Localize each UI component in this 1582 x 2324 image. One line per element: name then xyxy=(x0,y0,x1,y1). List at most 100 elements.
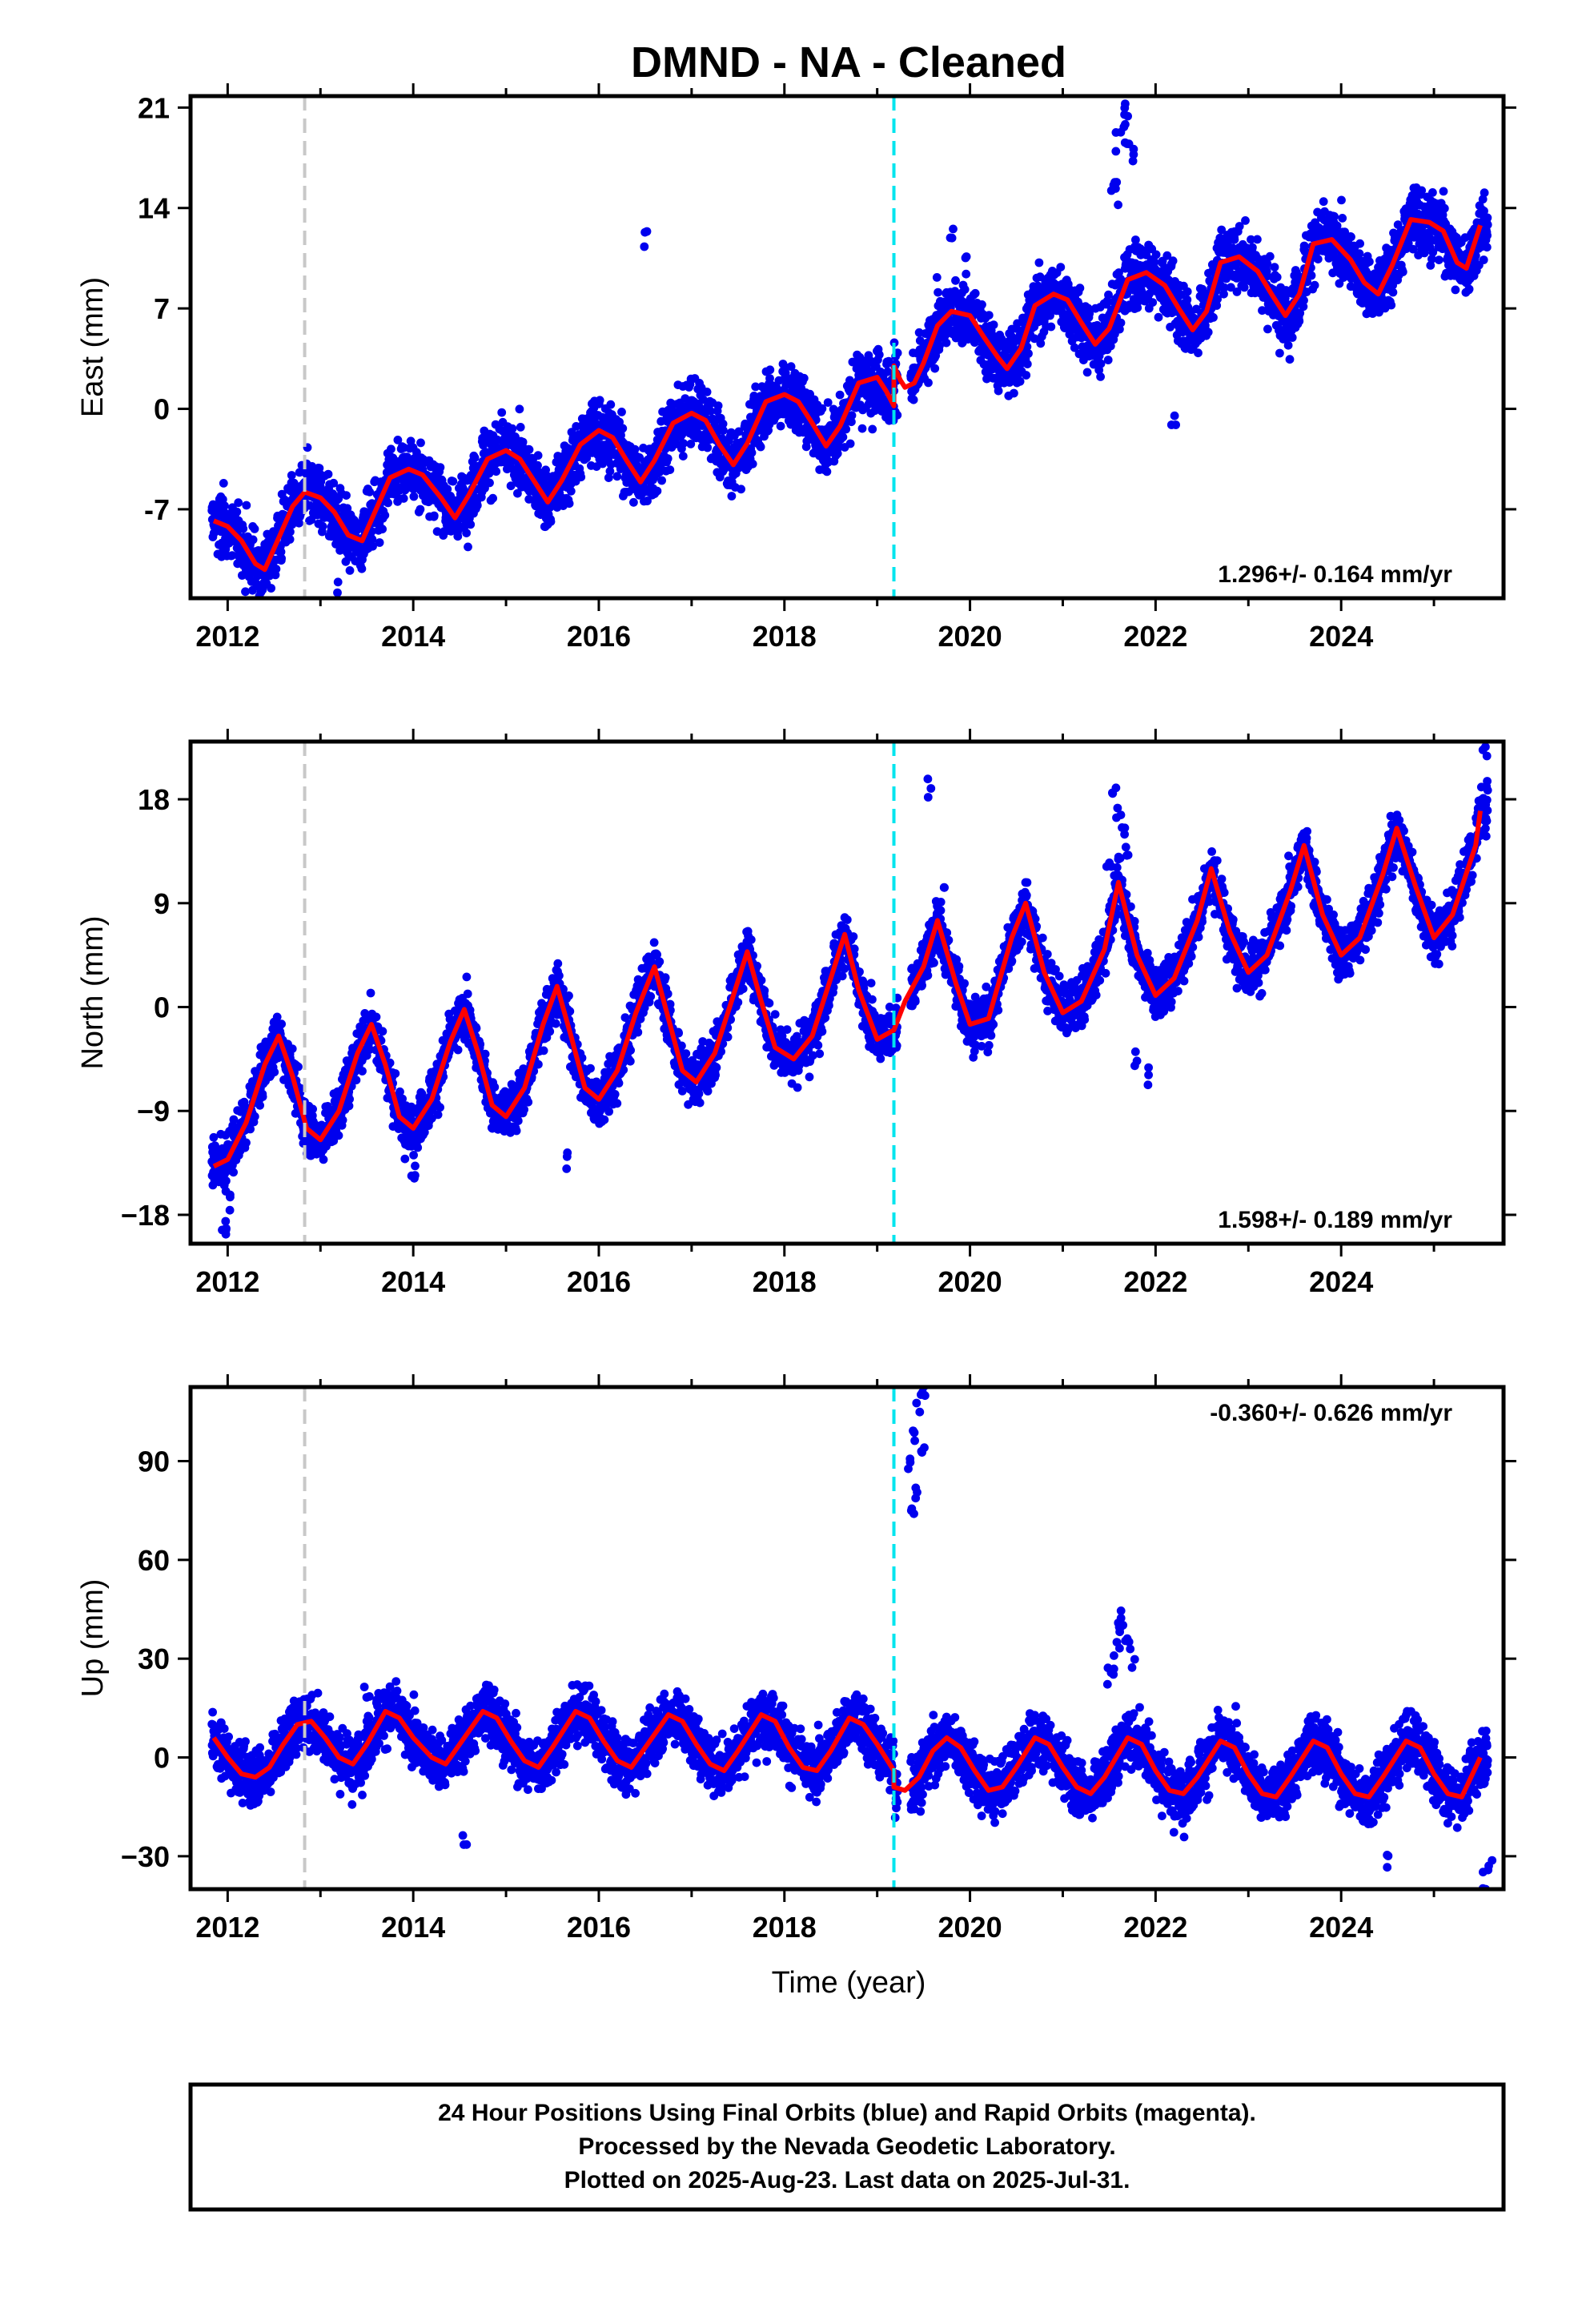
daily-position-point xyxy=(702,388,712,396)
daily-position-point xyxy=(378,525,387,534)
daily-position-point xyxy=(466,520,476,529)
daily-position-point xyxy=(472,501,482,510)
daily-position-point xyxy=(250,525,259,533)
daily-position-point xyxy=(1162,251,1172,260)
y-tick-label: 14 xyxy=(138,192,170,225)
daily-position-point xyxy=(1483,231,1492,240)
outlier-point xyxy=(1123,111,1132,121)
daily-position-point xyxy=(1287,333,1297,342)
daily-position-point xyxy=(1219,283,1229,292)
daily-position-point xyxy=(277,1019,286,1029)
daily-position-point xyxy=(845,439,855,448)
east-rate-label: 1.296+/- 0.164 mm/yr xyxy=(1218,561,1452,588)
daily-position-point xyxy=(234,498,243,508)
daily-position-point xyxy=(229,1168,238,1177)
daily-position-point xyxy=(1131,235,1140,244)
x-tick-label: 2020 xyxy=(938,620,1002,653)
daily-position-point xyxy=(657,476,666,485)
daily-position-point xyxy=(323,469,333,479)
daily-position-point xyxy=(751,382,761,392)
daily-position-point xyxy=(868,424,877,434)
daily-position-point xyxy=(255,1100,264,1110)
daily-position-point xyxy=(1241,216,1250,225)
daily-position-point xyxy=(612,472,622,481)
daily-position-point xyxy=(1227,283,1235,292)
daily-position-point xyxy=(1355,239,1364,248)
daily-position-point xyxy=(1150,257,1159,267)
daily-position-point xyxy=(847,411,857,420)
daily-position-point xyxy=(1232,287,1242,296)
daily-position-point xyxy=(643,497,652,505)
daily-position-point xyxy=(399,494,408,503)
daily-position-point xyxy=(1480,188,1489,198)
x-tick-label: 2022 xyxy=(1123,620,1187,653)
daily-position-point xyxy=(823,398,833,407)
daily-position-point xyxy=(719,426,728,435)
daily-position-point xyxy=(1295,316,1304,326)
daily-position-point xyxy=(492,467,501,476)
daily-position-point xyxy=(572,422,581,431)
daily-position-point xyxy=(239,524,248,533)
daily-position-point xyxy=(436,463,445,472)
y-tick-label: 7 xyxy=(154,292,170,325)
outlier-point xyxy=(1111,147,1121,156)
daily-position-point xyxy=(267,584,275,593)
daily-position-point xyxy=(253,571,262,581)
outlier-point xyxy=(640,227,649,237)
daily-position-point xyxy=(942,338,951,348)
x-tick-label: 2014 xyxy=(381,620,445,653)
daily-position-point xyxy=(516,423,525,432)
daily-position-point xyxy=(242,1138,251,1148)
daily-position-point xyxy=(1075,283,1085,293)
daily-position-point xyxy=(1482,243,1492,252)
daily-position-point xyxy=(1365,257,1374,267)
daily-position-point xyxy=(220,501,229,510)
daily-position-point xyxy=(1168,256,1178,266)
daily-position-point xyxy=(515,404,524,414)
outlier-point xyxy=(1170,411,1179,420)
daily-position-point xyxy=(606,400,616,409)
daily-position-point xyxy=(383,498,392,508)
daily-position-point xyxy=(1387,300,1396,310)
daily-position-point xyxy=(1115,324,1124,334)
daily-position-point xyxy=(630,444,640,454)
daily-position-point xyxy=(1270,263,1279,271)
outlier-point xyxy=(1166,420,1176,429)
daily-position-point xyxy=(951,275,960,285)
daily-position-point xyxy=(248,535,258,545)
daily-position-point xyxy=(232,507,242,517)
daily-position-point xyxy=(1313,255,1323,263)
daily-position-point xyxy=(703,443,713,452)
outlier-point xyxy=(333,588,342,597)
daily-position-point xyxy=(679,439,688,448)
daily-position-point xyxy=(285,535,295,544)
daily-position-point xyxy=(655,468,665,476)
y-tick-label: 21 xyxy=(138,91,170,124)
daily-position-point xyxy=(375,538,384,547)
daily-position-point xyxy=(1194,348,1203,358)
outlier-point xyxy=(1114,200,1122,210)
daily-position-point xyxy=(718,419,728,428)
daily-position-point xyxy=(984,311,994,320)
daily-position-point xyxy=(345,566,355,575)
east-plot-area xyxy=(191,96,1504,598)
east-panel: 2012 2014 2016 2018 2020 2022 2024-7071421East… xyxy=(76,83,1516,653)
daily-position-point xyxy=(380,511,390,520)
daily-position-point xyxy=(546,517,556,526)
daily-position-point xyxy=(365,487,375,497)
daily-position-point xyxy=(406,436,416,446)
daily-position-point xyxy=(1209,313,1218,322)
daily-position-point xyxy=(524,445,534,454)
daily-position-point xyxy=(367,535,377,544)
daily-position-point xyxy=(393,436,403,444)
x-tick-label: 2024 xyxy=(1309,620,1373,653)
x-tick-label: 2018 xyxy=(753,620,817,653)
daily-position-point xyxy=(833,448,842,458)
daily-position-point xyxy=(604,473,613,482)
daily-position-point xyxy=(462,529,471,537)
daily-position-point xyxy=(1338,214,1347,223)
daily-position-point xyxy=(1239,283,1249,292)
daily-position-point xyxy=(930,364,940,373)
daily-position-point xyxy=(883,367,893,376)
daily-position-point xyxy=(222,1176,231,1185)
